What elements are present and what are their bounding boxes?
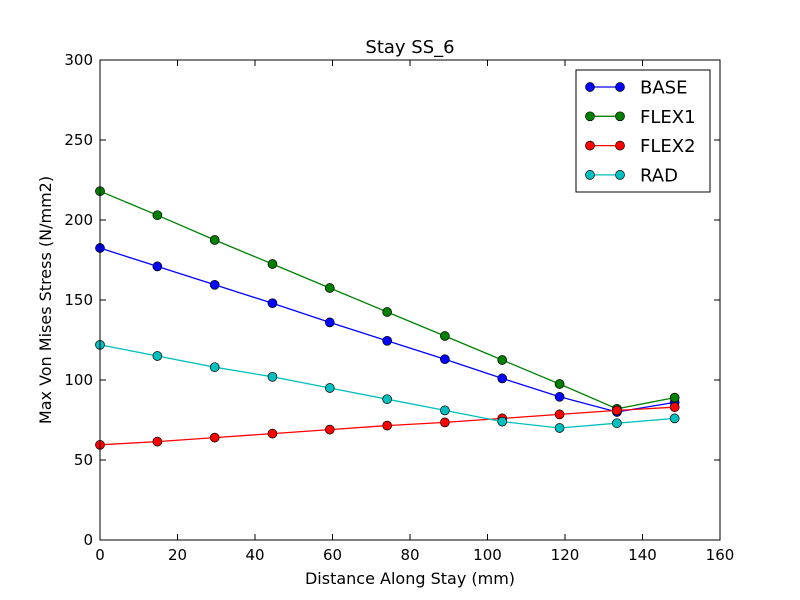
legend-item-base: BASE [585, 78, 687, 99]
data-point-base [497, 373, 508, 384]
data-point-rad [669, 413, 680, 424]
legend-marker-rad [615, 170, 625, 180]
legend-label-base: BASE [640, 78, 687, 99]
series-layer [95, 186, 680, 450]
series-flex2 [95, 402, 680, 450]
data-point-flex2 [440, 417, 450, 428]
data-point-base [324, 317, 335, 328]
series-line-flex1 [99, 190, 675, 410]
series-line-base [99, 247, 675, 413]
data-point-rad [152, 351, 163, 361]
series-rad [95, 339, 680, 433]
ticks: 0 20 40 60 80 100 120 140 160 0 50 100 150 200 250 300 [64, 51, 734, 564]
data-point-flex1 [152, 210, 163, 221]
data-point-base [267, 298, 278, 309]
data-point-rad [267, 371, 278, 382]
data-point-rad [554, 423, 565, 433]
data-point-rad [382, 394, 392, 405]
x-tick-label: 60 [323, 546, 342, 564]
x-axis-label: Distance Along Stay (mm) [305, 569, 515, 588]
series-line-rad [99, 344, 675, 429]
data-point-rad [497, 416, 508, 427]
data-point-base [152, 261, 163, 272]
x-tick-label: 120 [551, 546, 580, 564]
legend-item-rad: RAD [585, 165, 678, 186]
x-tick-label: 20 [168, 546, 187, 564]
y-tick-label: 50 [74, 451, 93, 469]
data-point-flex1 [554, 379, 565, 389]
series-base [95, 243, 680, 417]
legend-item-flex1: FLEX1 [585, 107, 696, 128]
legend-marker-rad [585, 170, 595, 180]
x-tick-label: 140 [628, 546, 657, 564]
y-tick-label: 0 [83, 531, 93, 549]
data-point-rad [209, 362, 220, 373]
legend-marker-flex2 [615, 140, 625, 151]
data-point-flex1 [497, 355, 508, 365]
data-point-base [382, 335, 392, 346]
legend-label-rad: RAD [640, 165, 678, 186]
data-point-flex2 [324, 424, 335, 435]
data-point-rad [612, 418, 622, 429]
series-flex1 [95, 186, 680, 414]
x-tick-label: 80 [400, 546, 419, 564]
data-point-flex2 [554, 409, 565, 420]
data-point-flex1 [382, 307, 392, 317]
legend-marker-base [615, 82, 625, 92]
y-axis-label: Max Von Mises Stress (N/mm2) [36, 176, 55, 424]
legend-marker-flex2 [585, 140, 595, 151]
data-point-flex1 [440, 331, 450, 341]
data-point-rad [324, 383, 335, 393]
data-point-base [440, 354, 450, 365]
data-point-flex1 [267, 259, 278, 269]
chart-title: Stay SS_6 [365, 37, 454, 58]
data-point-flex1 [324, 283, 335, 293]
data-point-flex1 [669, 392, 680, 403]
y-tick-label: 250 [64, 131, 93, 149]
data-point-base [209, 279, 220, 290]
legend-marker-flex1 [615, 111, 625, 122]
legend: BASE FLEX1 FLEX2 RAD [575, 69, 711, 193]
data-point-flex2 [612, 405, 622, 416]
data-point-flex2 [152, 436, 163, 447]
x-tick-label: 100 [473, 546, 502, 564]
y-tick-label: 150 [64, 291, 93, 309]
legend-item-flex2: FLEX2 [585, 136, 696, 157]
plot-frame [99, 59, 721, 541]
y-tick-label: 200 [64, 211, 93, 229]
data-point-base [554, 391, 565, 402]
x-tick-label: 40 [245, 546, 264, 564]
y-tick-label: 300 [64, 51, 93, 69]
data-point-flex2 [209, 432, 220, 443]
data-point-flex2 [382, 420, 392, 431]
y-tick-label: 100 [64, 371, 93, 389]
x-tick-label: 0 [95, 546, 105, 564]
data-point-flex2 [267, 428, 278, 439]
legend-marker-flex1 [585, 111, 595, 122]
data-point-rad [440, 405, 450, 416]
legend-label-flex2: FLEX2 [640, 136, 696, 157]
legend-marker-base [585, 82, 595, 92]
legend-box [575, 69, 711, 193]
data-point-flex1 [209, 235, 220, 245]
data-point-flex2 [669, 402, 680, 413]
x-tick-label: 160 [706, 546, 735, 564]
legend-label-flex1: FLEX1 [640, 107, 696, 128]
